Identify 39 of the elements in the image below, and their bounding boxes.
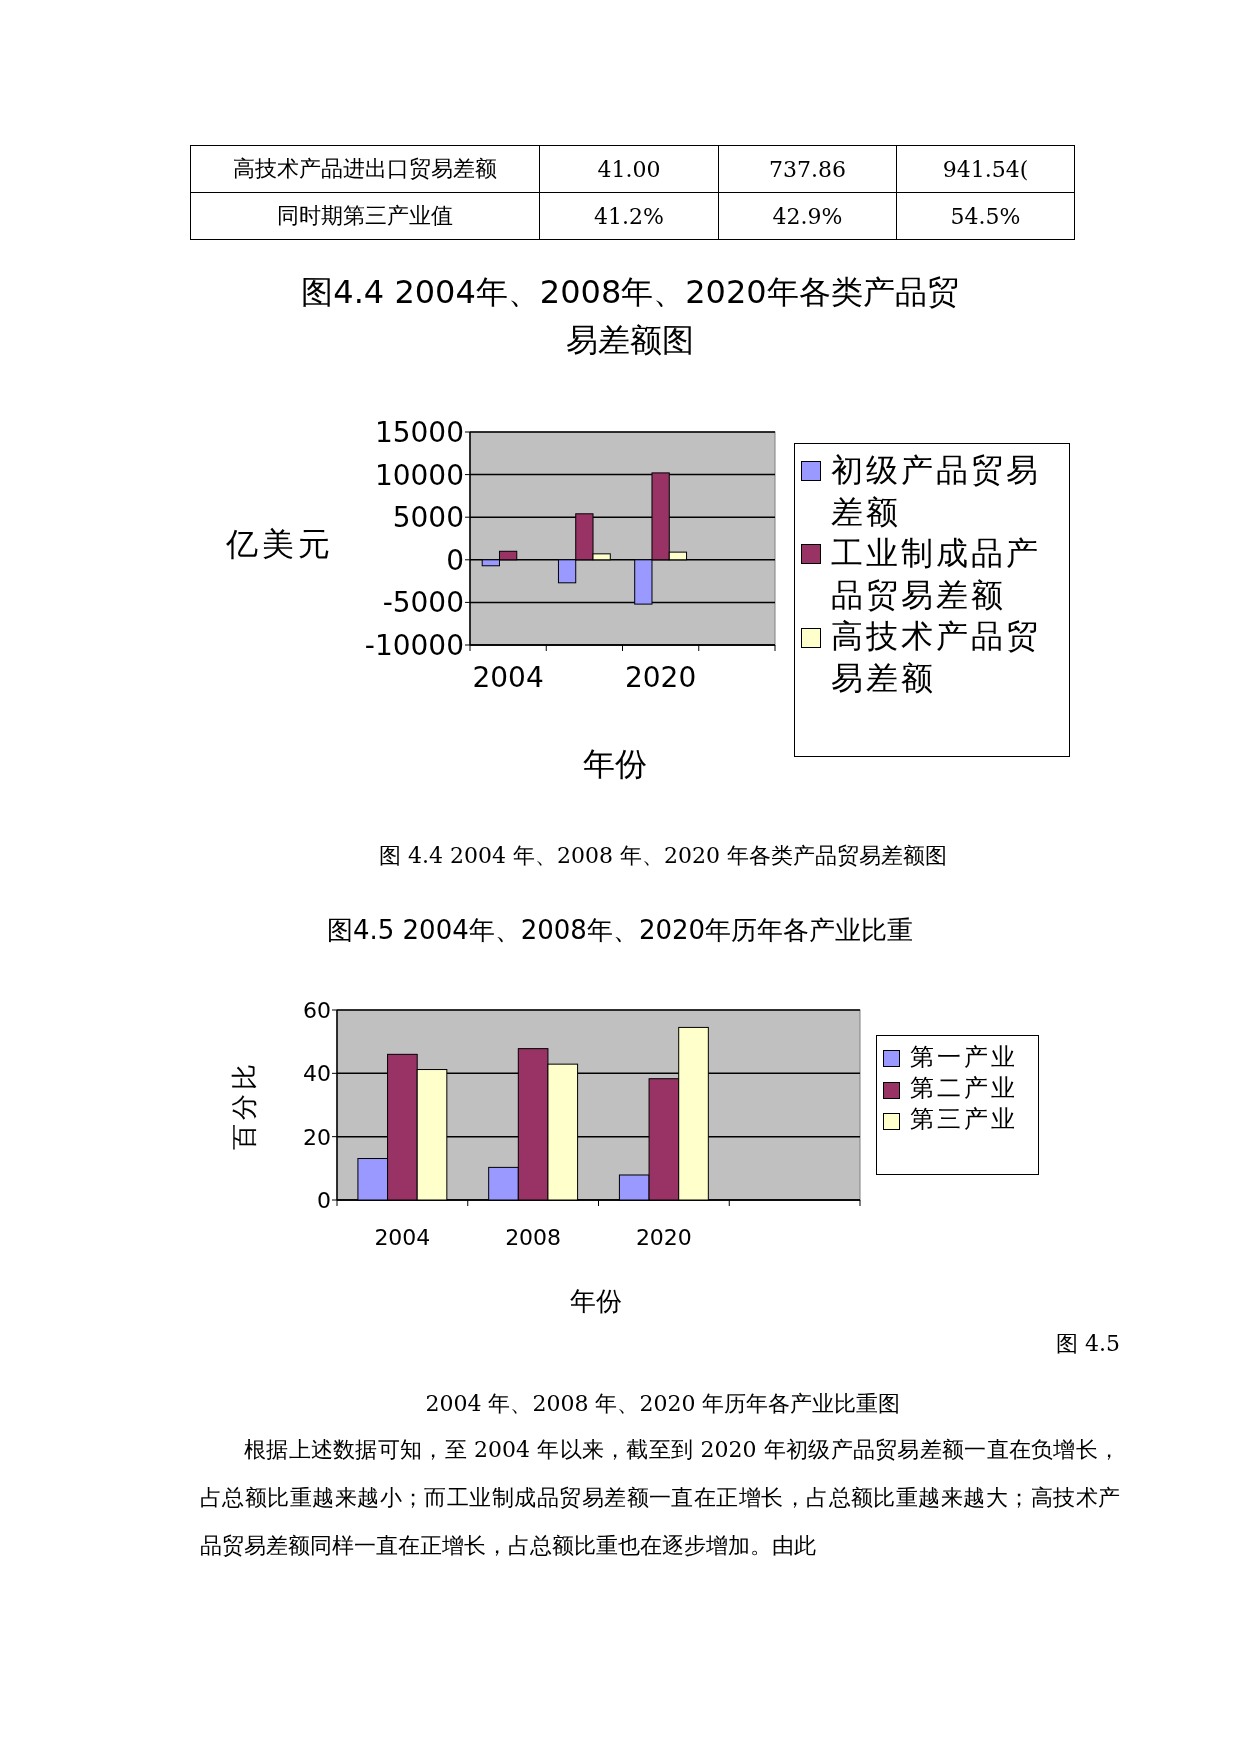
y-tick-label: -5000: [382, 586, 464, 620]
text: 2004 年、2008 年、2020 年历年各产业比重图: [425, 1391, 901, 1416]
legend-label: 高技术产品贸易差额: [831, 616, 1042, 699]
y-tick-label: 15000: [374, 416, 464, 450]
caption: 图 4.5: [1056, 1331, 1120, 1356]
y-tick-label: 0: [317, 1187, 331, 1213]
x-axis-title: 年份: [570, 1286, 622, 1316]
legend-label: 初级产品贸易差额: [831, 450, 1042, 533]
y-tick-label: 40: [303, 1061, 331, 1087]
y-tick-label: -10000: [364, 629, 464, 663]
text: 54.5%: [896, 192, 1075, 240]
y-axis-title: 百分比: [229, 1060, 259, 1150]
x-axis-title: 年份: [583, 745, 647, 783]
y-tick-label: 20: [303, 1124, 331, 1150]
y-tick-label: 0: [446, 543, 464, 577]
x-tick-label: 2004: [472, 661, 544, 694]
chart-title: 图4.4 2004年、2008年、2020年各类产品贸易差额图: [300, 272, 960, 361]
text: 737.86: [718, 145, 897, 193]
text: 941.54(: [896, 145, 1075, 193]
x-tick-label: 2020: [635, 1225, 692, 1250]
y-axis-title: 亿美元: [225, 525, 334, 563]
x-tick-label: 2004: [374, 1225, 431, 1250]
x-tick-label: 2008: [505, 1225, 562, 1250]
text: 41.00: [539, 145, 719, 193]
caption: 图 4.4 2004 年、2008 年、2020 年各类产品贸易差额图: [379, 843, 947, 868]
text: 根据上述数据可知，至 2004 年以来，截至到 2020 年初级产品贸易差额一直在负增长，占总额比重越来越小；而工业制成品贸易差额一直在正增长，占总额比重越来越大；高技术产品贸易差额同样一直在正增长，占总额比重也在逐步增加。由此: [200, 1436, 1120, 1560]
text: 高技术产品进出口贸易差额: [190, 145, 540, 193]
x-tick-label: 2020: [624, 661, 697, 694]
legend-label: 第三产业: [910, 1104, 1018, 1136]
legend-label: 第一产业: [910, 1042, 1018, 1073]
text: 同时期第三产业值: [190, 192, 540, 240]
chart-title: 图4.5 2004年、2008年、2020年历年各产业比重: [325, 914, 915, 947]
legend-label: 第二产业: [910, 1073, 1018, 1105]
text: 42.9%: [718, 192, 897, 240]
text: 41.2%: [539, 192, 719, 240]
y-tick-label: 60: [303, 997, 331, 1023]
y-tick-label: 5000: [392, 501, 464, 535]
legend-label: 工业制成品产品贸易差额: [831, 533, 1042, 616]
y-tick-label: 10000: [374, 458, 464, 492]
